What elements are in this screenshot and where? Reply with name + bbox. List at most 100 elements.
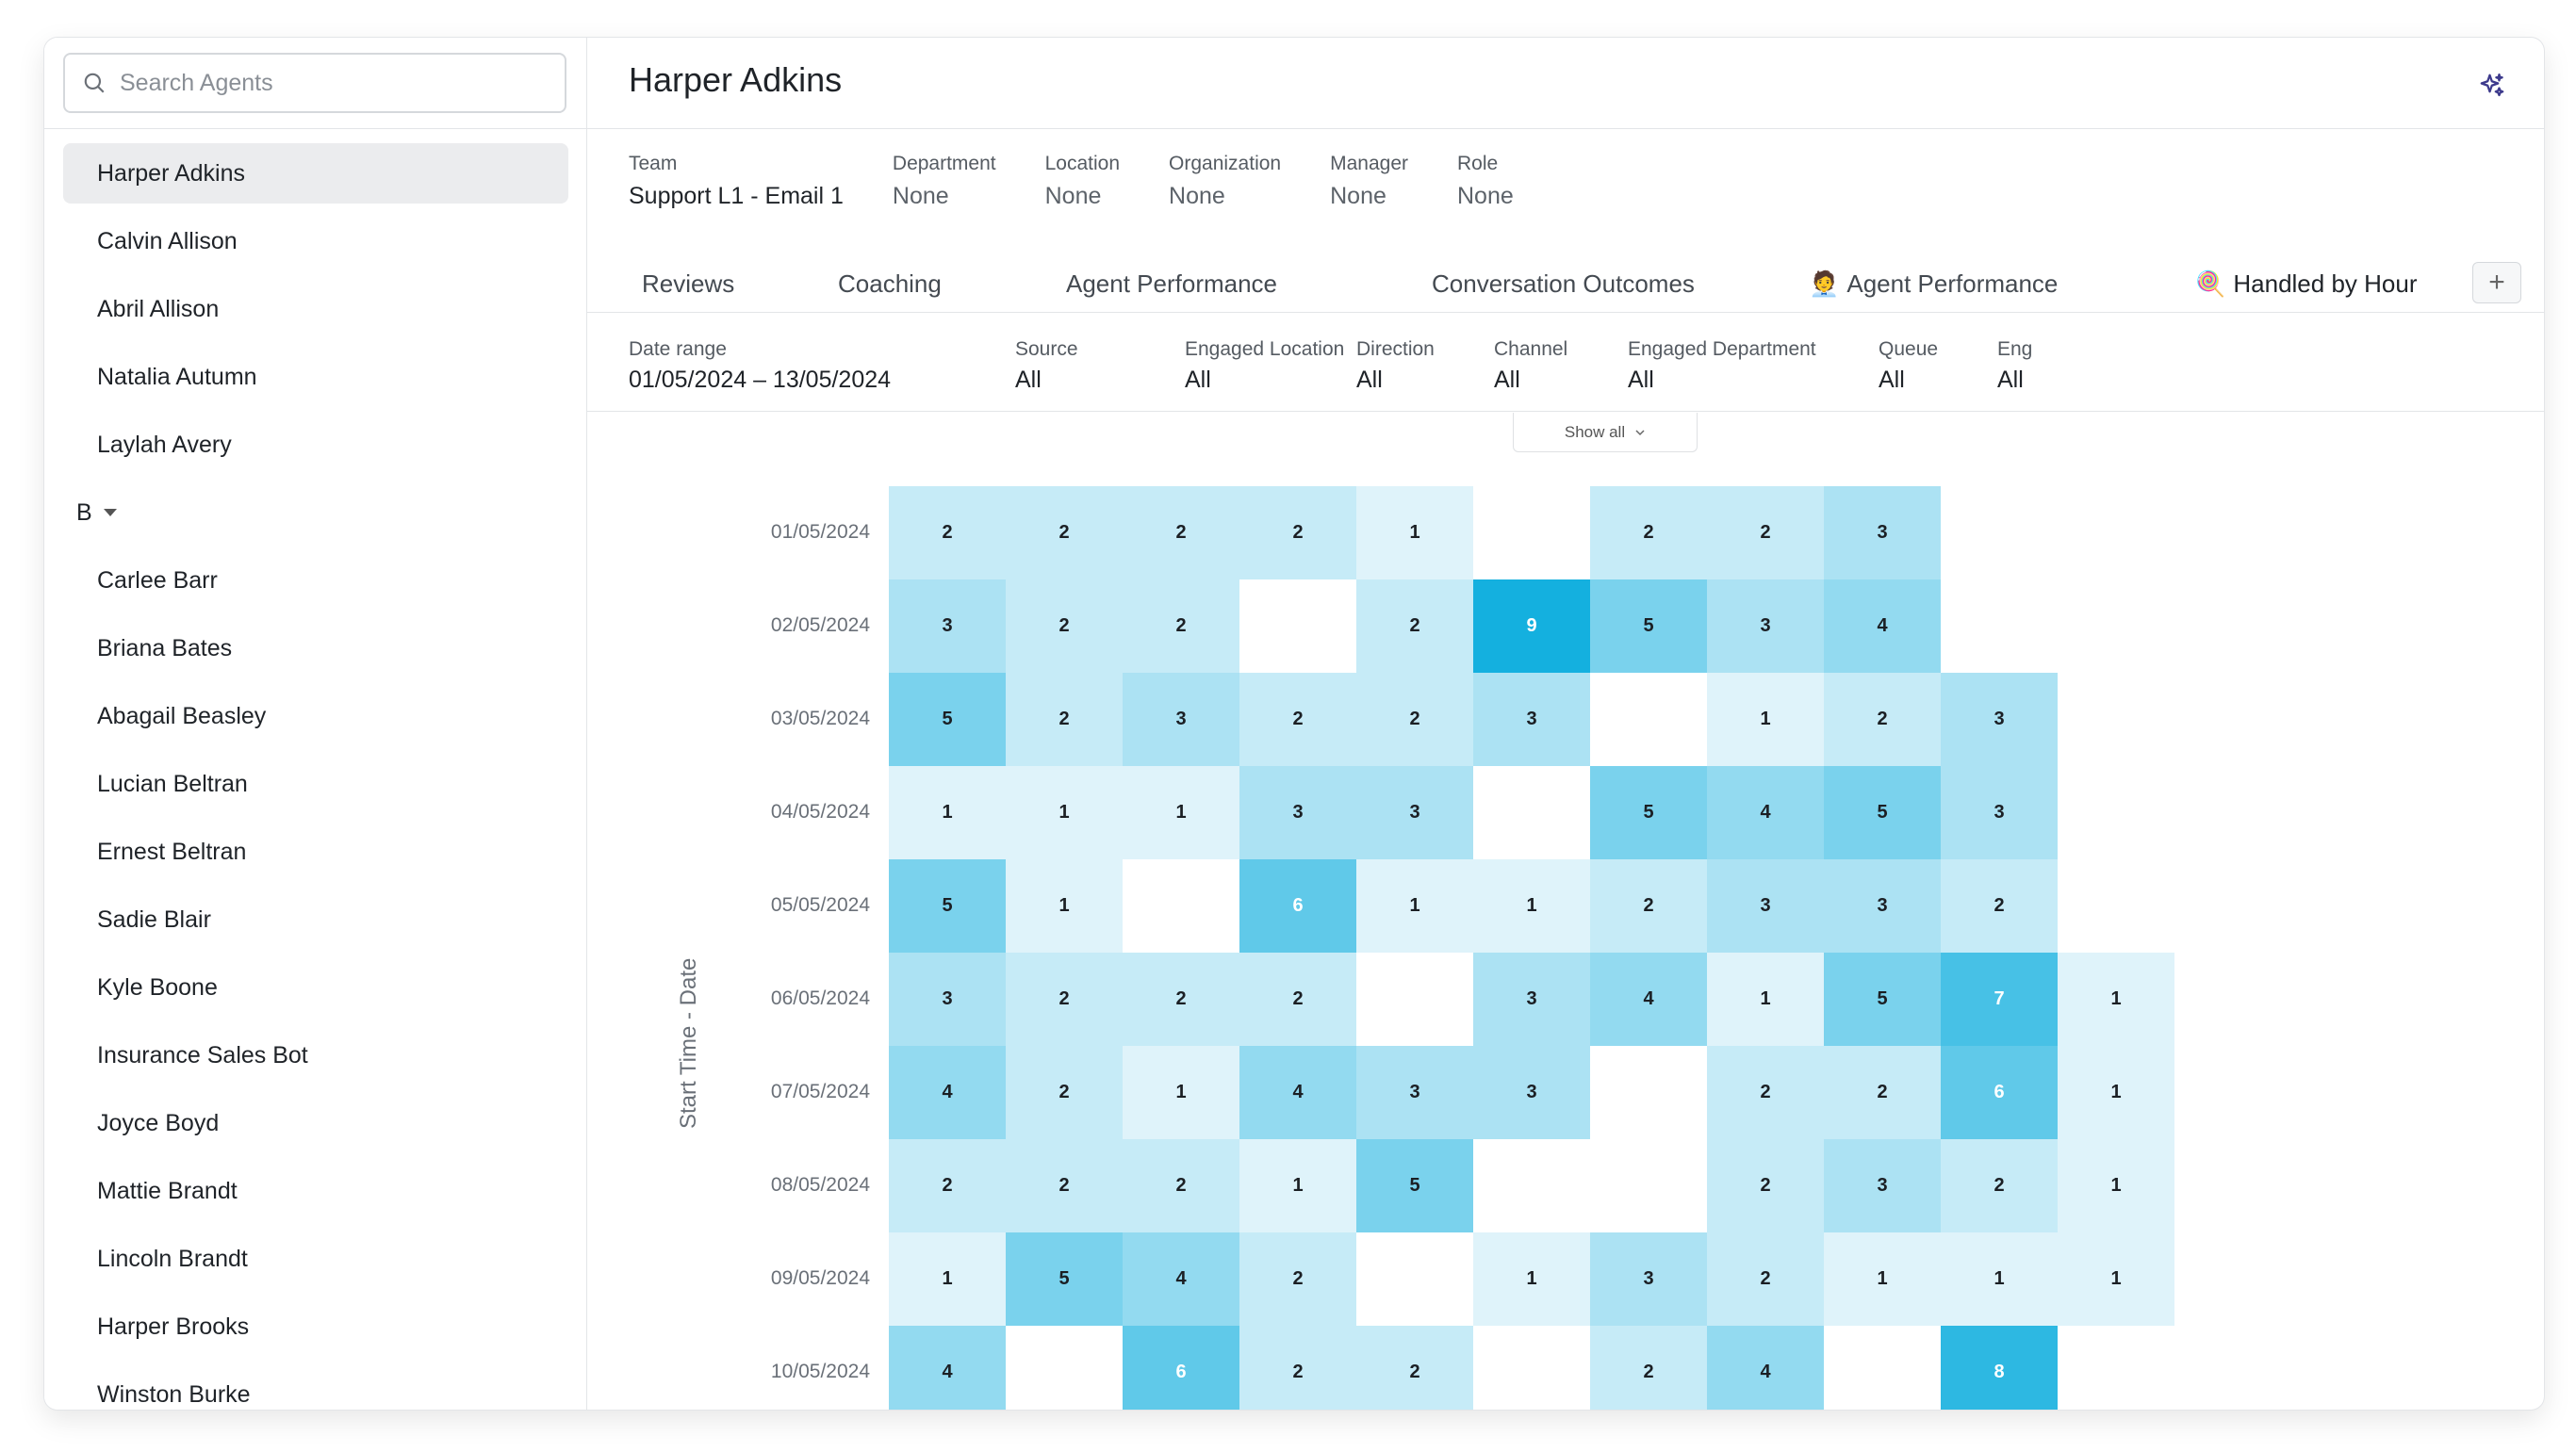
heatmap-cell[interactable]: 3 [1707, 579, 1824, 673]
heatmap-cell[interactable]: 1 [2058, 1139, 2174, 1232]
heatmap-cell[interactable]: 2 [1006, 1046, 1123, 1139]
agent-item[interactable]: Sadie Blair [97, 905, 211, 933]
heatmap-cell[interactable]: 2 [1590, 486, 1707, 579]
heatmap-cell[interactable]: 3 [1356, 766, 1473, 859]
filter-engaged-location[interactable]: Engaged Location All [1185, 338, 1344, 394]
sparkle-icon[interactable] [2478, 72, 2506, 100]
heatmap-cell[interactable]: 2 [1707, 1046, 1824, 1139]
heatmap-cell[interactable]: 1 [1123, 766, 1239, 859]
agent-search-input[interactable] [120, 69, 534, 97]
heatmap-cell[interactable]: 1 [1941, 1232, 2058, 1326]
heatmap-cell[interactable]: 5 [889, 859, 1006, 953]
heatmap-cell[interactable]: 4 [1590, 953, 1707, 1046]
heatmap-cell[interactable]: 1 [1356, 859, 1473, 953]
agent-item[interactable]: Carlee Barr [97, 566, 218, 594]
heatmap-cell[interactable]: 5 [1590, 766, 1707, 859]
heatmap-cell[interactable]: 3 [1824, 1139, 1941, 1232]
heatmap-cell[interactable]: 1 [1707, 673, 1824, 766]
heatmap-cell[interactable]: 2 [1590, 1326, 1707, 1410]
agent-item[interactable]: Lincoln Brandt [97, 1245, 248, 1272]
heatmap-cell[interactable]: 1 [889, 1232, 1006, 1326]
tab-conversation-outcomes[interactable]: Conversation Outcomes [1432, 269, 1695, 299]
heatmap-cell[interactable]: 3 [889, 953, 1006, 1046]
heatmap-cell[interactable]: 4 [1707, 766, 1824, 859]
heatmap-cell[interactable]: 2 [1006, 953, 1123, 1046]
heatmap-cell[interactable]: 3 [1239, 766, 1356, 859]
heatmap-cell[interactable]: 4 [1123, 1232, 1239, 1326]
heatmap-cell[interactable]: 2 [1941, 859, 2058, 953]
tab-agent-performance[interactable]: 🧑‍💼 Agent Performance [1809, 269, 2058, 299]
heatmap-cell[interactable]: 2 [1239, 673, 1356, 766]
heatmap-cell[interactable]: 9 [1473, 579, 1590, 673]
heatmap-cell[interactable]: 3 [889, 579, 1006, 673]
agent-group-header[interactable]: B [63, 482, 568, 543]
heatmap-cell[interactable]: 1 [1824, 1232, 1941, 1326]
heatmap-cell[interactable]: 1 [1239, 1139, 1356, 1232]
filter-engaged-department[interactable]: Engaged Department All [1628, 338, 1816, 394]
heatmap-cell[interactable]: 4 [1239, 1046, 1356, 1139]
heatmap-cell[interactable]: 5 [889, 673, 1006, 766]
heatmap-cell[interactable]: 2 [1006, 486, 1123, 579]
agent-item[interactable]: Abagail Beasley [97, 702, 267, 729]
heatmap-cell[interactable]: 3 [1590, 1232, 1707, 1326]
heatmap-cell[interactable]: 2 [1707, 1139, 1824, 1232]
heatmap-cell[interactable]: 4 [889, 1326, 1006, 1410]
heatmap-cell[interactable]: 2 [889, 486, 1006, 579]
heatmap-cell[interactable]: 2 [1123, 486, 1239, 579]
heatmap-cell[interactable]: 1 [1356, 486, 1473, 579]
tab-coaching[interactable]: Coaching [838, 269, 942, 299]
filter-direction[interactable]: Direction All [1356, 338, 1435, 394]
heatmap-cell[interactable]: 2 [1239, 953, 1356, 1046]
agent-item[interactable]: Winston Burke [97, 1380, 251, 1408]
heatmap-cell[interactable]: 5 [1006, 1232, 1123, 1326]
heatmap-cell[interactable]: 1 [2058, 1232, 2174, 1326]
filter-eng[interactable]: Eng All [1997, 338, 2032, 394]
heatmap-cell[interactable]: 2 [1006, 579, 1123, 673]
heatmap-cell[interactable]: 2 [1590, 859, 1707, 953]
show-all-button[interactable]: Show all [1513, 413, 1698, 452]
heatmap-cell[interactable]: 2 [889, 1139, 1006, 1232]
agent-item[interactable]: Calvin Allison [97, 227, 238, 254]
heatmap-cell[interactable]: 4 [1707, 1326, 1824, 1410]
heatmap-cell[interactable]: 3 [1941, 766, 2058, 859]
agent-item[interactable]: Mattie Brandt [97, 1177, 238, 1204]
agent-item[interactable]: Joyce Boyd [97, 1109, 220, 1136]
agent-item[interactable]: Insurance Sales Bot [97, 1041, 308, 1069]
heatmap-cell[interactable]: 2 [1239, 1326, 1356, 1410]
filter-date-range[interactable]: Date range 01/05/2024 – 13/05/2024 [629, 338, 891, 394]
agent-item[interactable]: Harper Brooks [97, 1313, 250, 1340]
tab-handled-by-hour[interactable]: 🍭 Handled by Hour [2195, 269, 2418, 299]
heatmap-cell[interactable]: 3 [1824, 486, 1941, 579]
heatmap-cell[interactable]: 5 [1590, 579, 1707, 673]
heatmap-cell[interactable]: 7 [1941, 953, 2058, 1046]
heatmap-cell[interactable]: 2 [1356, 1326, 1473, 1410]
agent-item[interactable]: Harper Adkins [63, 143, 568, 204]
heatmap-cell[interactable]: 5 [1356, 1139, 1473, 1232]
heatmap-cell[interactable]: 1 [889, 766, 1006, 859]
heatmap-cell[interactable]: 3 [1473, 953, 1590, 1046]
heatmap-cell[interactable]: 2 [1824, 673, 1941, 766]
tab-reviews[interactable]: Reviews [642, 269, 734, 299]
heatmap-cell[interactable]: 6 [1123, 1326, 1239, 1410]
heatmap-cell[interactable]: 4 [1824, 579, 1941, 673]
heatmap-cell[interactable]: 2 [1123, 953, 1239, 1046]
heatmap-cell[interactable]: 1 [1006, 766, 1123, 859]
agent-item[interactable]: Laylah Avery [97, 431, 232, 458]
heatmap-cell[interactable]: 1 [1707, 953, 1824, 1046]
heatmap-cell[interactable]: 4 [889, 1046, 1006, 1139]
heatmap-cell[interactable]: 1 [2058, 953, 2174, 1046]
agent-item[interactable]: Briana Bates [97, 634, 233, 661]
heatmap-cell[interactable]: 5 [1824, 953, 1941, 1046]
agent-item[interactable]: Lucian Beltran [97, 770, 248, 797]
heatmap-cell[interactable]: 8 [1941, 1326, 2058, 1410]
heatmap-cell[interactable]: 3 [1473, 1046, 1590, 1139]
heatmap-cell[interactable]: 3 [1356, 1046, 1473, 1139]
heatmap-cell[interactable]: 1 [1123, 1046, 1239, 1139]
heatmap-cell[interactable]: 2 [1941, 1139, 2058, 1232]
heatmap-cell[interactable]: 5 [1824, 766, 1941, 859]
tab-agent-performance[interactable]: Agent Performance [1066, 269, 1277, 299]
heatmap-cell[interactable]: 1 [1473, 1232, 1590, 1326]
heatmap-cell[interactable]: 2 [1356, 673, 1473, 766]
agent-item[interactable]: Natalia Autumn [97, 363, 257, 390]
heatmap-cell[interactable]: 2 [1356, 579, 1473, 673]
